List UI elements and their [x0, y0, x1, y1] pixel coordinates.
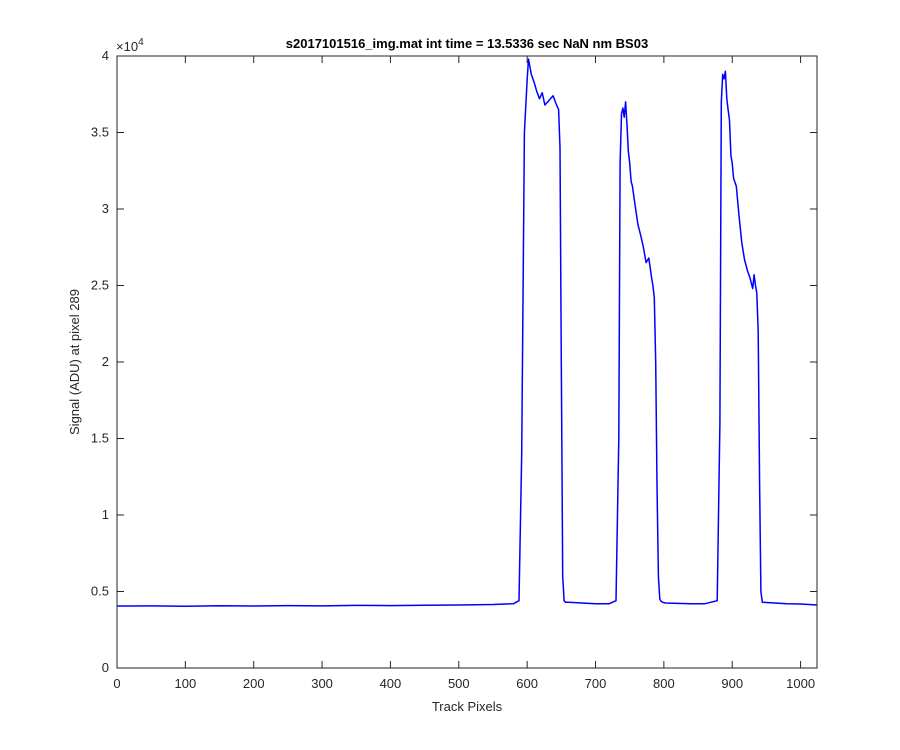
- series-layer: [116, 58, 818, 607]
- series-line-0: [116, 58, 818, 607]
- tick-labels: 0 100 200 300 400 500 600 700 800 900 1000 0 0.5 1 1.5…: [91, 48, 815, 691]
- y-exponent-label: ×104: [116, 37, 144, 54]
- y-tick-label: 1.5: [91, 431, 109, 446]
- x-tick-label: 400: [380, 676, 402, 691]
- x-tick-label: 600: [516, 676, 538, 691]
- y-tick-label: 4: [102, 48, 109, 63]
- y-tick-label: 2: [102, 354, 109, 369]
- x-tick-label: 100: [175, 676, 197, 691]
- x-tick-label: 200: [243, 676, 265, 691]
- x-axis-title: Track Pixels: [432, 699, 503, 714]
- x-tick-label: 800: [653, 676, 675, 691]
- y-tick-label: 1: [102, 507, 109, 522]
- x-tick-label: 900: [721, 676, 743, 691]
- x-tick-label: 1000: [786, 676, 815, 691]
- x-tick-label: 500: [448, 676, 470, 691]
- y-exponent-power: 4: [138, 37, 144, 48]
- plot-area: [117, 56, 817, 668]
- chart-title: s2017101516_img.mat int time = 13.5336 s…: [286, 36, 648, 51]
- y-tick-label: 2.5: [91, 278, 109, 293]
- y-tick-label: 0.5: [91, 584, 109, 599]
- x-tick-label: 700: [585, 676, 607, 691]
- y-axis-title: Signal (ADU) at pixel 289: [67, 289, 82, 435]
- tick-marks: [116, 55, 817, 669]
- y-tick-label: 3.5: [91, 125, 109, 140]
- y-tick-label: 3: [102, 201, 109, 216]
- x-tick-label: 300: [311, 676, 333, 691]
- axes-box: [116, 55, 818, 669]
- y-tick-label: 0: [102, 660, 109, 675]
- x-tick-label: 0: [113, 676, 120, 691]
